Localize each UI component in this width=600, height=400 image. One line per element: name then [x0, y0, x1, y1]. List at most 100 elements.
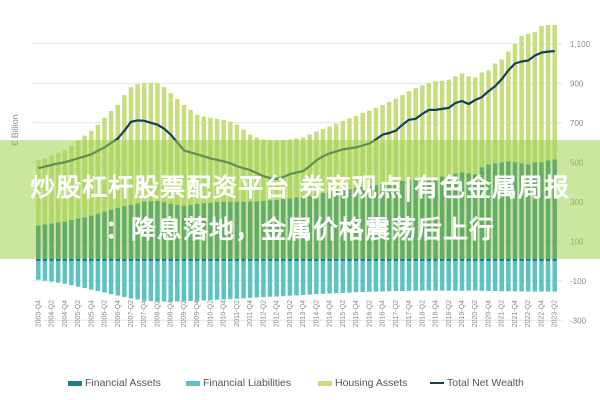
housing-assets-bar: [406, 91, 412, 181]
financial-liabilities-bar: [69, 261, 74, 286]
financial-liabilities-bar: [307, 261, 312, 295]
legend-swatch: [430, 382, 444, 384]
x-tick-label: 2013-Q2: [287, 300, 294, 327]
x-tick-label: 2007-Q4: [141, 300, 148, 327]
x-tick-label: 2010-Q2: [207, 300, 214, 327]
housing-assets-bar: [420, 85, 425, 180]
financial-liabilities-bar: [347, 261, 352, 293]
financial-liabilities-bar: [519, 261, 524, 292]
financial-liabilities-bar: [532, 261, 538, 292]
y-tick-label: -300: [570, 316, 587, 325]
housing-assets-bar: [479, 72, 485, 168]
housing-assets-bar: [446, 79, 452, 176]
legend-label: Financial Assets: [85, 377, 161, 389]
y-axis-label: € Billion: [10, 114, 20, 146]
x-tick-label: 2006-Q2: [102, 300, 109, 327]
x-tick-label: 2015-Q4: [353, 300, 360, 327]
financial-liabilities-bar: [393, 261, 399, 292]
financial-liabilities-bar: [552, 261, 557, 292]
banner-title-line2: ：降息落地，金属价格震荡后上行: [104, 215, 495, 244]
housing-assets-bar: [512, 43, 518, 163]
housing-assets-bar: [492, 63, 498, 164]
x-tick-label: 2017-Q2: [393, 300, 400, 327]
financial-liabilities-bar: [433, 261, 438, 291]
housing-assets-bar: [426, 83, 432, 179]
financial-liabilities-bar: [208, 261, 213, 301]
housing-assets-bar: [552, 24, 557, 160]
banner-title-line1: 炒股杠杆股票配资平台 券商观点|有色金属周报: [30, 173, 570, 202]
housing-assets-bar: [466, 76, 471, 174]
x-tick-label: 2009-Q4: [194, 300, 201, 327]
financial-liabilities-bar: [201, 261, 207, 301]
housing-assets-bar: [525, 33, 531, 165]
financial-liabilities-bar: [294, 261, 299, 296]
housing-assets-bar: [433, 81, 438, 179]
financial-liabilities-bar: [214, 261, 220, 300]
financial-liabilities-bar: [479, 261, 485, 291]
x-tick-label: 2014-Q2: [313, 300, 320, 327]
financial-liabilities-bar: [188, 261, 193, 302]
legend-housing-assets: Housing Assets: [318, 377, 407, 389]
financial-liabilities-bar: [49, 261, 54, 282]
x-tick-label: 2008-Q2: [155, 300, 162, 327]
financial-liabilities-bar: [353, 261, 359, 293]
financial-liabilities-bar: [141, 261, 147, 301]
housing-assets-bar: [472, 77, 478, 175]
housing-assets-bar: [499, 59, 504, 163]
legend-swatch: [68, 380, 82, 386]
x-tick-label: 2016-Q2: [366, 300, 373, 327]
financial-liabilities-bar: [499, 261, 504, 292]
financial-liabilities-bar: [62, 261, 68, 284]
financial-liabilities-bar: [360, 261, 365, 293]
legend-total-net-wealth: Total Net Wealth: [430, 377, 524, 389]
legend: Financial Assets Financial Liabilities H…: [0, 377, 600, 391]
housing-assets-bar: [439, 80, 445, 177]
y-tick-label: 700: [570, 119, 584, 128]
financial-liabilities-bar: [420, 261, 425, 291]
legend-financial-assets: Financial Assets: [68, 377, 161, 389]
financial-liabilities-bar: [327, 261, 332, 294]
y-tick-label: 900: [570, 79, 584, 88]
financial-liabilities-bar: [194, 261, 200, 301]
financial-liabilities-bar: [228, 261, 233, 300]
financial-liabilities-bar: [122, 261, 127, 297]
x-tick-label: 2021-Q2: [499, 300, 506, 327]
x-tick-label: 2022-Q4: [538, 300, 545, 327]
financial-liabilities-bar: [128, 261, 134, 299]
x-tick-label: 2015-Q2: [340, 300, 347, 327]
financial-liabilities-bar: [148, 261, 154, 302]
financial-liabilities-bar: [439, 261, 445, 291]
x-axis-ticks: 2003-Q4 2004-Q2 2004-Q4 2005-Q2 2005-Q4 2006-…: [35, 300, 558, 327]
financial-liabilities-bar: [75, 261, 81, 287]
financial-liabilities-bar: [380, 261, 385, 292]
financial-liabilities-bar: [459, 261, 465, 291]
financial-liabilities-bar: [446, 261, 452, 291]
financial-liabilities-bar: [539, 261, 544, 292]
x-tick-label: 2012-Q2: [260, 300, 267, 327]
financial-liabilities-bar: [135, 261, 140, 300]
legend-label: Financial Liabilities: [203, 377, 292, 389]
financial-liabilities-bar: [512, 261, 518, 292]
x-tick-label: 2016-Q4: [380, 300, 387, 327]
financial-liabilities-bar: [102, 261, 107, 293]
x-tick-label: 2003-Q4: [35, 300, 42, 327]
financial-liabilities-bar: [155, 261, 160, 302]
financial-liabilities-bar: [453, 261, 458, 291]
financial-liabilities-bar: [492, 261, 498, 292]
financial-liabilities-bar: [241, 261, 246, 299]
financial-liabilities-bar: [108, 261, 114, 295]
financial-liabilities-bar: [181, 261, 187, 302]
x-tick-label: 2010-Q4: [221, 300, 228, 327]
financial-liabilities-bar: [545, 261, 551, 292]
financial-liabilities-bar: [340, 261, 346, 293]
financial-liabilities-bar: [525, 261, 531, 292]
housing-assets-bar: [459, 73, 465, 173]
financial-liabilities-bar: [274, 261, 279, 297]
x-tick-label: 2006-Q4: [115, 300, 122, 327]
x-tick-label: 2018-Q2: [419, 300, 426, 327]
financial-liabilities-bar: [175, 261, 180, 302]
financial-liabilities-bar: [373, 261, 379, 292]
housing-assets-bar: [519, 35, 524, 164]
financial-liabilities-bar: [281, 261, 286, 297]
financial-liabilities-bar: [168, 261, 173, 302]
